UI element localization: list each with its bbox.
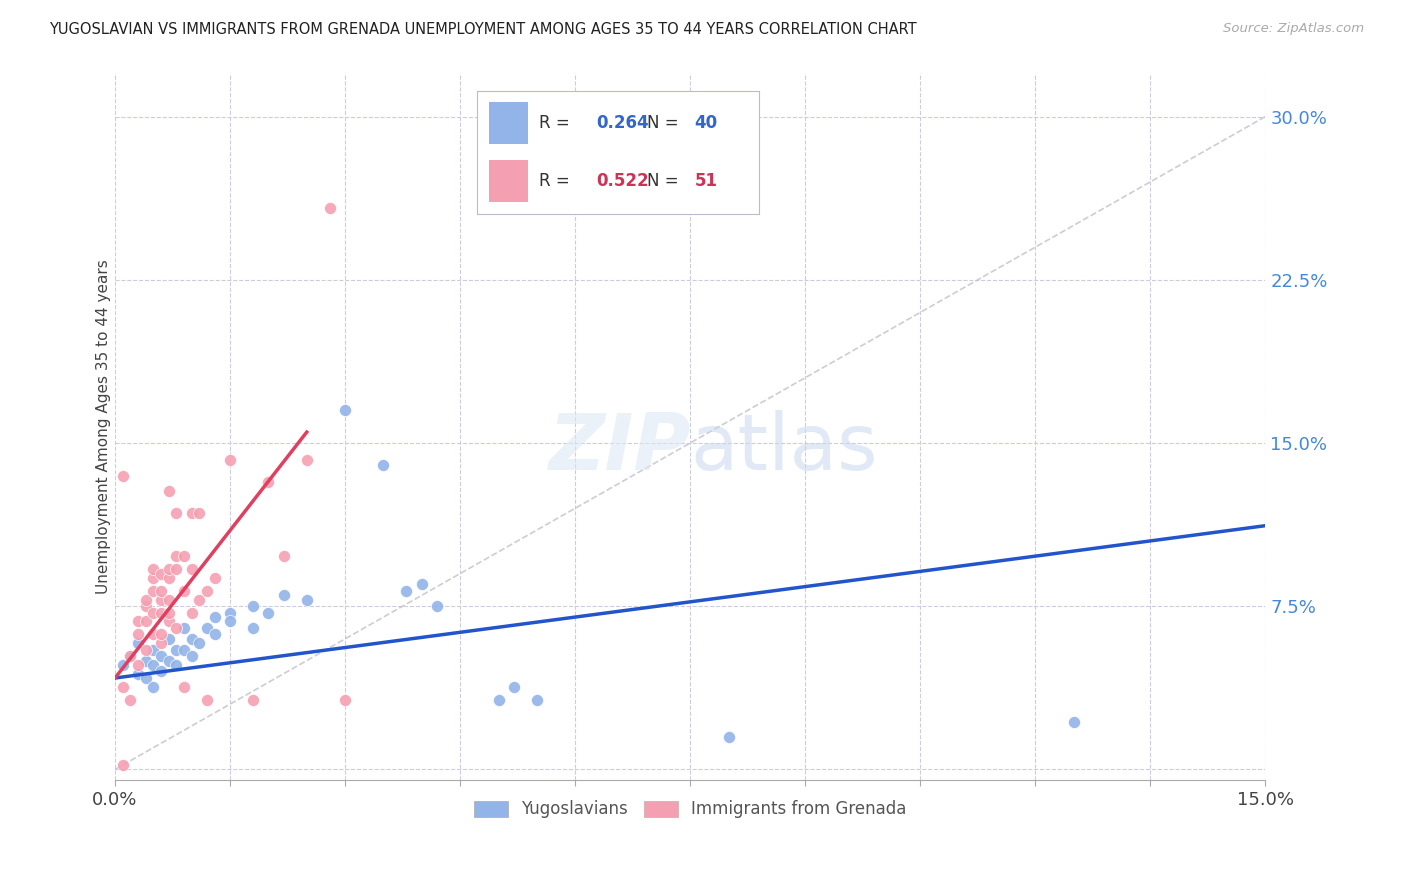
Point [188,592,211,607]
Point [142,606,165,620]
Point [120,649,142,664]
Point [142,584,165,599]
Point [165,562,187,576]
Point [273,549,295,563]
Point [173,621,195,635]
Point [526,693,548,707]
Point [120,649,142,664]
Point [157,562,180,576]
Point [150,592,173,607]
Point [180,562,202,576]
Point [180,606,202,620]
Point [150,636,173,650]
Point [135,615,157,629]
Point [150,649,173,664]
Legend: Yugoslavians, Immigrants from Grenada: Yugoslavians, Immigrants from Grenada [468,794,912,825]
Point [150,627,173,641]
Point [135,654,157,668]
Point [395,584,418,599]
Point [142,562,165,576]
Point [488,693,510,707]
Point [157,592,180,607]
Point [165,657,187,672]
Point [150,566,173,581]
Point [127,627,149,641]
Point [142,571,165,585]
Point [150,606,173,620]
Point [411,577,433,591]
Point [188,636,211,650]
Point [180,506,202,520]
Point [180,632,202,646]
Point [219,453,242,467]
Point [165,642,187,657]
Text: ZIP: ZIP [548,409,690,486]
Point [157,606,180,620]
Point [142,680,165,694]
Point [204,627,226,641]
Point [242,621,264,635]
Point [142,642,165,657]
Point [319,201,342,215]
Point [127,636,149,650]
Point [195,621,218,635]
Point [135,599,157,614]
Y-axis label: Unemployment Among Ages 35 to 44 years: Unemployment Among Ages 35 to 44 years [97,260,111,594]
Point [333,403,356,417]
Point [165,621,187,635]
Point [188,506,211,520]
Point [195,584,218,599]
Point [219,606,242,620]
Point [204,610,226,624]
Text: Source: ZipAtlas.com: Source: ZipAtlas.com [1223,22,1364,36]
Text: atlas: atlas [690,409,877,486]
Point [273,588,295,602]
Point [135,592,157,607]
Point [426,599,449,614]
Point [157,632,180,646]
Point [195,693,218,707]
Point [111,680,134,694]
Point [165,506,187,520]
Point [173,549,195,563]
Point [127,666,149,681]
Point [219,615,242,629]
Point [135,642,157,657]
Point [127,615,149,629]
Point [257,475,280,490]
Point [135,671,157,685]
Point [127,657,149,672]
Point [120,693,142,707]
Point [157,615,180,629]
Point [204,571,226,585]
Point [717,730,740,744]
Point [157,571,180,585]
Point [111,657,134,672]
Point [1063,714,1085,729]
Point [142,657,165,672]
Point [242,693,264,707]
Point [111,468,134,483]
Point [150,665,173,679]
Point [242,599,264,614]
Point [142,627,165,641]
Point [257,606,280,620]
Point [333,693,356,707]
Point [157,654,180,668]
Point [295,592,318,607]
Point [173,680,195,694]
Point [111,758,134,772]
Text: YUGOSLAVIAN VS IMMIGRANTS FROM GRENADA UNEMPLOYMENT AMONG AGES 35 TO 44 YEARS CO: YUGOSLAVIAN VS IMMIGRANTS FROM GRENADA U… [49,22,917,37]
Point [173,642,195,657]
Point [295,453,318,467]
Point [150,584,173,599]
Point [157,483,180,498]
Point [502,680,524,694]
Point [165,549,187,563]
Point [173,584,195,599]
Point [373,458,395,472]
Point [180,649,202,664]
